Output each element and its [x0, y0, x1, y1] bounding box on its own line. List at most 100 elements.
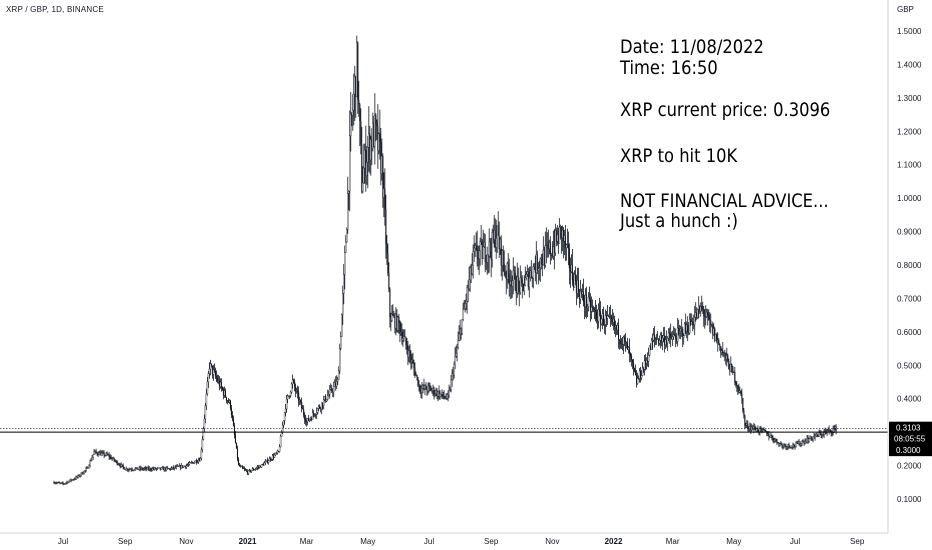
price-tick-label: 1.5000	[897, 27, 922, 36]
candle	[328, 390, 330, 397]
candle	[125, 466, 127, 471]
candle	[666, 336, 669, 352]
candle	[547, 229, 549, 258]
candle	[288, 395, 291, 399]
candle	[573, 270, 576, 288]
candle	[802, 439, 804, 443]
candle	[655, 337, 657, 346]
candle	[813, 432, 815, 439]
candle	[412, 352, 414, 364]
candle	[830, 429, 832, 437]
candle	[534, 255, 536, 282]
candle	[308, 414, 310, 422]
candle	[129, 468, 131, 470]
candle	[441, 389, 443, 399]
candle	[521, 275, 523, 299]
candle	[422, 384, 424, 394]
candle	[456, 343, 458, 362]
price-axis[interactable]: GBP 1.5000 1.4000 1.3000 1.2000 1.1000 1.0000 0…	[897, 5, 922, 504]
candle	[648, 345, 651, 357]
candle	[377, 104, 379, 169]
candle	[770, 431, 772, 438]
candle	[577, 267, 579, 298]
candle	[727, 353, 729, 363]
candle	[70, 478, 72, 483]
candle	[403, 329, 405, 342]
candle	[581, 283, 584, 301]
candle	[616, 322, 619, 335]
candle	[264, 458, 267, 465]
candle	[561, 225, 564, 252]
candle	[697, 308, 699, 319]
candle	[647, 347, 650, 368]
candle	[494, 218, 496, 252]
annotation-date: Date: 11/08/2022	[620, 36, 764, 58]
candle	[113, 457, 115, 463]
candle	[643, 366, 645, 373]
candle	[682, 333, 685, 345]
candle	[268, 456, 271, 462]
candle	[658, 335, 661, 346]
candle	[293, 378, 295, 384]
time-axis[interactable]: Jul Sep Nov 2021 Mar May Jul Sep Nov 2022 Mar May Ju…	[58, 537, 865, 546]
candle	[135, 467, 137, 470]
candle	[769, 436, 771, 438]
candle	[748, 426, 750, 433]
candle	[407, 340, 409, 366]
candle	[425, 382, 427, 390]
candle	[627, 346, 630, 354]
candle	[249, 469, 252, 473]
candle	[721, 348, 723, 356]
candle	[778, 442, 780, 448]
candle	[741, 388, 743, 404]
candle	[189, 462, 191, 464]
candle	[728, 358, 730, 370]
candle	[481, 238, 483, 265]
candle	[180, 463, 183, 469]
candle	[811, 436, 813, 441]
candle	[325, 394, 327, 404]
candle	[185, 463, 188, 469]
candle	[585, 286, 587, 319]
candle	[571, 248, 573, 286]
candle	[375, 113, 377, 142]
candle	[114, 458, 116, 463]
candle	[72, 478, 74, 481]
candle	[664, 335, 667, 350]
candle	[93, 448, 95, 455]
candle	[553, 228, 555, 270]
candle	[492, 224, 494, 244]
candle	[239, 464, 242, 468]
candle	[580, 288, 582, 298]
price-tick-label: 0.8000	[897, 261, 922, 270]
candle	[148, 466, 150, 472]
candle	[593, 307, 596, 320]
candle	[151, 466, 153, 472]
candle	[744, 414, 746, 430]
time-tick-label: Sep	[850, 537, 865, 546]
candle	[210, 363, 212, 368]
candle	[356, 35, 358, 98]
candle	[455, 345, 457, 358]
candle	[423, 378, 425, 391]
candle	[167, 467, 169, 469]
candle	[719, 343, 721, 351]
candle	[378, 132, 380, 155]
candle	[702, 301, 704, 314]
candle	[168, 468, 171, 470]
candle	[736, 380, 738, 392]
candle	[298, 386, 300, 407]
candle	[715, 333, 717, 341]
candle	[79, 474, 81, 478]
candle	[105, 451, 107, 457]
annotation-disclaimer: NOT FINANCIAL ADVICE...	[620, 190, 829, 212]
candle	[786, 445, 788, 451]
candle	[309, 416, 312, 421]
candle	[260, 464, 263, 469]
candle	[623, 334, 626, 347]
candle	[725, 352, 727, 365]
price-tick-label: 0.6000	[897, 328, 922, 337]
candle	[115, 460, 117, 463]
candle	[130, 467, 132, 472]
